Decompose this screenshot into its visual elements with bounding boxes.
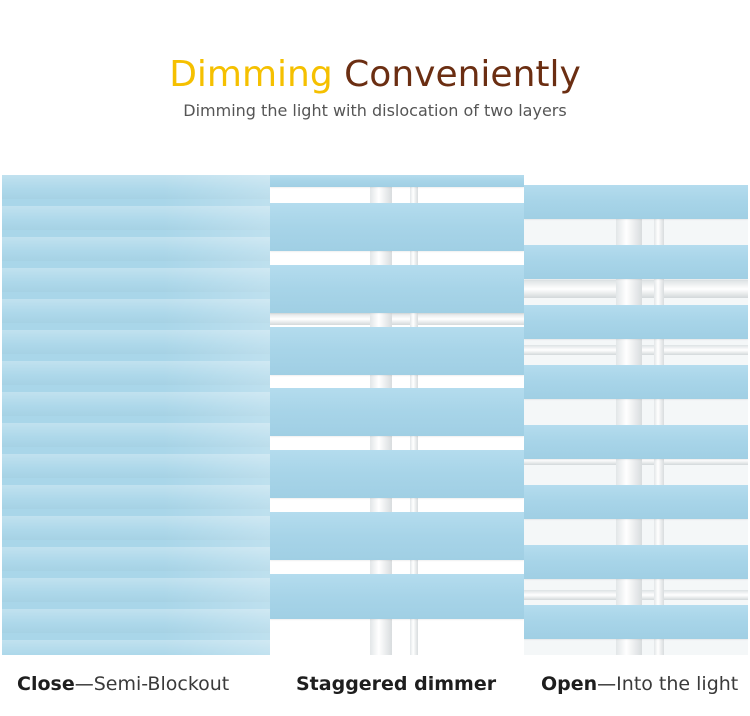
title-highlight: Dimming <box>169 54 333 95</box>
blind-staggered-image <box>270 175 524 655</box>
caption-open-desc: Into the light <box>616 673 739 695</box>
caption-open: Open—Into the light <box>541 671 738 697</box>
caption-close-title: Close <box>17 673 75 695</box>
title-main: Conveniently <box>344 54 581 95</box>
page-title: Dimming Conveniently <box>0 52 750 98</box>
caption-open-dash: — <box>597 673 617 695</box>
blind-open-image <box>524 185 748 655</box>
caption-close-dash: — <box>74 673 94 695</box>
caption-staggered: Staggered dimmer <box>296 673 497 695</box>
page-subtitle: Dimming the light with dislocation of tw… <box>183 101 567 120</box>
caption-close-desc: Semi-Blockout <box>93 673 230 695</box>
blind-closed-image <box>2 175 270 655</box>
caption-close: Close—Semi-Blockout <box>17 671 229 697</box>
caption-open-title: Open <box>541 673 598 695</box>
caption-bar: Close—Semi-Blockout Staggered dimmer Ope… <box>0 655 750 716</box>
